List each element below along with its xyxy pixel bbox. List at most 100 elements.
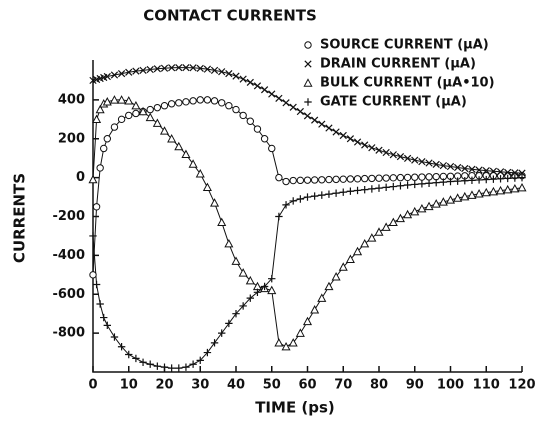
marker: [139, 358, 147, 366]
marker: [224, 238, 234, 248]
marker: [474, 188, 484, 198]
marker: [239, 75, 247, 83]
marker: [175, 99, 183, 107]
marker: [103, 72, 111, 81]
x-tick-label: 60: [298, 378, 316, 393]
marker: [210, 66, 219, 74]
y-tick-label: -200: [52, 209, 85, 224]
marker: [253, 125, 262, 133]
marker: [353, 175, 362, 183]
marker: [246, 294, 254, 302]
legend-label: BULK CURRENT (μA•10): [320, 76, 495, 91]
marker: [196, 96, 204, 104]
marker: [332, 175, 340, 184]
marker: [100, 144, 108, 153]
legend-label: SOURCE CURRENT (μA): [320, 38, 489, 53]
marker: [396, 182, 405, 190]
legend-label: DRAIN CURRENT (μA): [320, 57, 476, 72]
x-tick-label: 30: [191, 378, 209, 393]
marker: [482, 167, 490, 175]
marker: [411, 180, 419, 189]
marker: [496, 185, 506, 195]
marker: [318, 176, 326, 184]
marker: [125, 350, 133, 359]
marker: [202, 182, 212, 192]
marker: [295, 328, 305, 337]
marker: [89, 232, 97, 240]
marker: [117, 95, 127, 104]
marker: [310, 305, 320, 314]
marker: [517, 182, 527, 192]
marker: [288, 338, 298, 347]
marker: [160, 64, 169, 72]
marker: [339, 175, 347, 183]
marker: [296, 107, 304, 116]
marker: [246, 78, 254, 87]
x-tick-label: 100: [437, 378, 464, 393]
marker: [282, 177, 290, 186]
marker: [403, 173, 412, 182]
marker: [368, 185, 376, 193]
marker: [110, 123, 119, 131]
marker: [181, 149, 191, 158]
marker: [481, 187, 491, 197]
marker: [167, 100, 176, 108]
marker: [446, 177, 455, 186]
marker: [92, 280, 101, 289]
marker: [438, 197, 448, 206]
marker: [338, 262, 348, 271]
marker: [296, 195, 305, 203]
marker: [410, 206, 420, 216]
marker: [332, 189, 340, 197]
marker: [196, 64, 204, 73]
marker: [403, 181, 412, 189]
marker: [325, 190, 333, 198]
legend-marker: [304, 41, 312, 49]
marker: [331, 271, 341, 281]
marker: [245, 275, 255, 285]
y-tick-label: -600: [52, 287, 85, 302]
marker: [260, 86, 269, 94]
marker: [218, 99, 226, 107]
marker: [296, 176, 305, 185]
x-tick-label: 80: [370, 378, 388, 393]
marker: [132, 354, 140, 363]
marker: [268, 90, 276, 98]
marker: [439, 161, 447, 170]
marker: [260, 135, 269, 143]
marker: [282, 201, 290, 209]
marker: [475, 176, 483, 184]
marker: [132, 67, 140, 75]
marker: [417, 203, 427, 213]
marker: [489, 167, 498, 175]
marker: [239, 302, 247, 310]
marker: [246, 117, 255, 125]
x-tick-label: 20: [155, 378, 173, 393]
marker: [203, 348, 212, 357]
x-tick-label: 10: [120, 378, 138, 393]
marker: [389, 151, 397, 159]
marker: [289, 103, 297, 111]
marker: [102, 97, 112, 106]
marker: [346, 187, 355, 195]
marker: [239, 111, 247, 120]
marker: [131, 100, 141, 110]
marker: [175, 364, 183, 372]
marker: [253, 288, 262, 297]
legend-marker: [304, 60, 312, 68]
marker: [425, 179, 433, 187]
x-tick-label: 70: [334, 378, 352, 393]
marker: [145, 112, 155, 122]
marker: [489, 175, 498, 183]
marker: [375, 184, 383, 192]
marker: [182, 63, 190, 72]
marker: [395, 213, 405, 223]
marker: [152, 118, 162, 127]
marker: [403, 154, 412, 163]
marker: [318, 120, 326, 128]
marker: [467, 190, 477, 199]
marker: [424, 201, 434, 211]
marker: [488, 186, 498, 196]
marker: [110, 333, 119, 341]
marker: [432, 160, 440, 169]
